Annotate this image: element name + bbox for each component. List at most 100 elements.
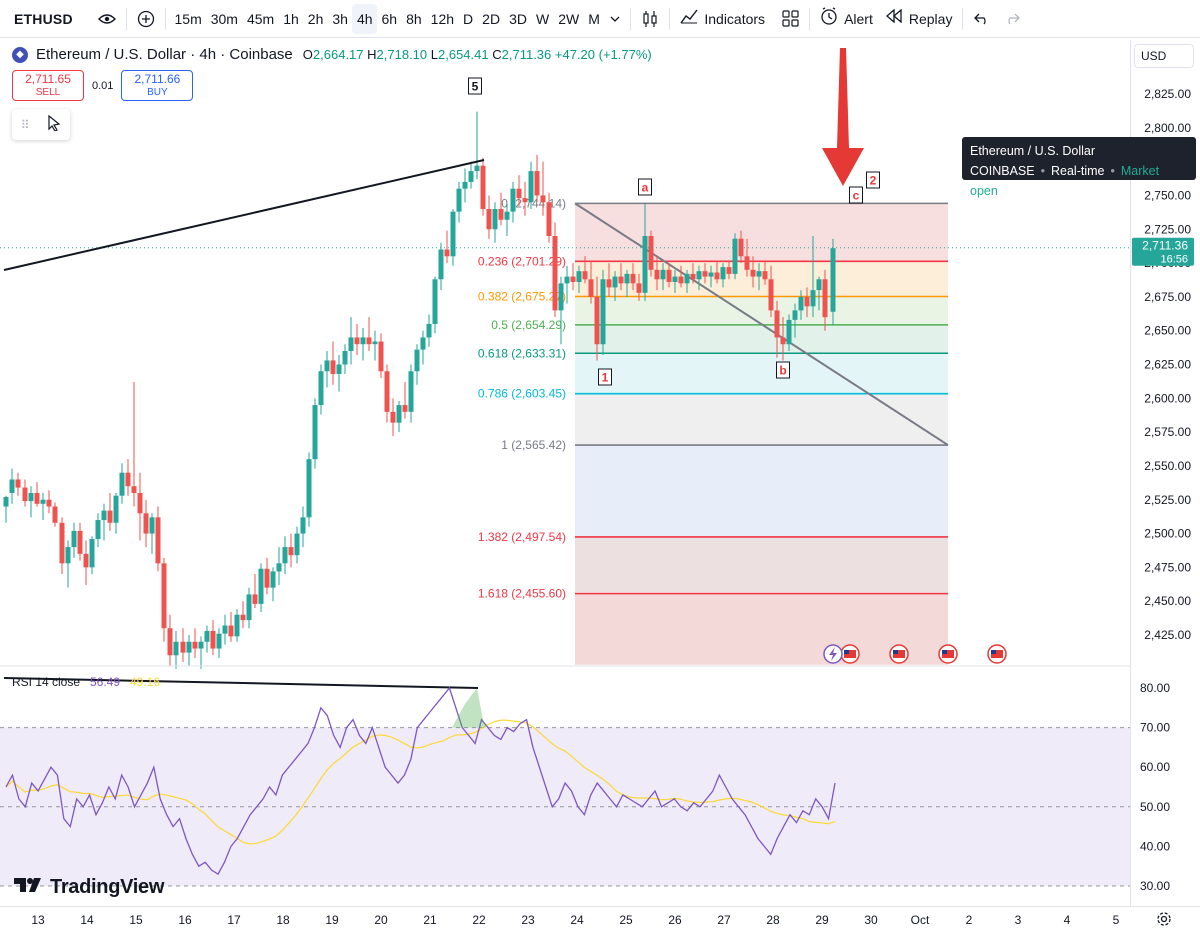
symbol-search-button[interactable]: ETHUSD [4,4,122,34]
interval-4h[interactable]: 4h [352,3,378,34]
candle [540,161,546,216]
replay-button[interactable]: Replay [879,4,959,34]
interval-30m[interactable]: 30m [210,10,238,27]
candle [342,344,348,374]
candle [192,628,198,658]
candle [34,482,40,507]
candle [46,490,52,514]
interval-3h[interactable]: 3h [332,10,348,27]
economic-event-flag-icon[interactable] [987,644,1007,664]
economic-event-flag-icon[interactable] [938,644,958,664]
interval-12h[interactable]: 12h [430,10,455,27]
rsi-ma-line [5,719,836,845]
drawings[interactable]: 5 a 2c 1 b [3,48,1007,689]
candle [360,327,366,361]
tradingview-watermark[interactable]: TradingView [14,876,164,899]
candle [774,300,780,358]
candle [258,563,264,613]
candle [600,269,606,356]
alert-button[interactable]: Alert [814,4,879,34]
toolbar-divider [126,7,127,30]
candle [636,273,642,301]
event-lightning-icon[interactable] [823,644,843,664]
undo-icon[interactable] [967,4,997,34]
time-axis-label: 3 [1015,913,1022,927]
toolbar-divider [165,7,166,30]
candle [696,265,702,291]
alert-label: Alert [844,10,873,27]
wave-label[interactable]: 2 [866,171,880,189]
indicators-button[interactable]: Indicators [674,4,771,34]
time-axis-label: 2 [966,913,973,927]
candle [155,506,161,572]
price-axis[interactable] [1130,40,1200,906]
candle [264,557,270,595]
price-axis-label: 2,800.00 [1144,121,1191,135]
sell-button[interactable]: 2,711.65 SELL [12,70,84,101]
rsi-trend-line[interactable] [3,677,479,689]
trend-line[interactable] [3,159,485,271]
rsi-legend[interactable]: RSI 14 close 56.49 49.16 [12,675,160,689]
wave-label[interactable]: 1 [598,368,612,386]
candle [768,265,774,318]
interval-15m[interactable]: 15m [174,10,202,27]
economic-event-flag-icon[interactable] [840,644,860,664]
down-arrow-icon[interactable] [822,48,864,186]
time-axis-label: 28 [766,913,780,927]
buy-label: BUY [147,86,168,98]
low-value: 2,654.41 [438,47,489,62]
legend-title[interactable]: Ethereum / U.S. Dollar · 4h · Coinbase [36,46,293,63]
redo-icon[interactable] [997,4,1027,34]
interval-1h[interactable]: 1h [283,10,299,27]
symbol-info-tooltip: Ethereum / U.S. Dollar COINBASE • Real-tim… [962,137,1196,198]
add-symbol-icon[interactable] [131,4,161,34]
candle [59,517,65,575]
time-axis[interactable] [0,906,1200,933]
interval-w[interactable]: W [535,10,550,27]
wave-label[interactable]: c [849,186,863,204]
buy-button[interactable]: 2,711.66 BUY [121,70,194,101]
interval-3d[interactable]: 3D [509,10,527,27]
interval-45m[interactable]: 45m [246,10,275,27]
compare-eye-icon[interactable] [96,8,118,30]
wave-label[interactable]: 5 [468,77,482,95]
candle [576,265,582,293]
time-axis-labels: 13 14 15 16 17 18 19 20 21 22 23 24 25 26 27 28 29 30 Oct 2… [31,913,1119,927]
economic-event-flag-icon[interactable] [889,644,909,664]
cursor-tool-widget[interactable]: ⠿ [12,109,70,140]
fib-retracement[interactable]: 0 (2,744.14)0.236 (2,701.29)0.382 (2,675… [478,196,949,665]
svg-text:c: c [853,189,860,203]
candle [101,503,107,541]
interval-2h[interactable]: 2h [307,10,324,27]
time-axis-label: 27 [717,913,731,927]
bar-countdown: 16:56 [1160,254,1188,266]
interval-2w[interactable]: 2W [558,10,580,27]
fib-zone [575,353,948,394]
candle [516,175,522,207]
candle [642,203,648,301]
cursor-arrow-icon[interactable] [47,114,61,135]
axis-labels: 2,825.002,800.002,775.002,750.002,725.00… [1132,87,1194,893]
interval-8h[interactable]: 8h [406,10,422,27]
candle [486,195,492,239]
currency-selector[interactable]: USD [1134,44,1194,68]
candlestick-type-icon[interactable] [635,4,665,34]
wave-label[interactable]: a [638,178,652,196]
drag-handle-icon[interactable]: ⠿ [20,117,30,132]
candle [222,614,228,645]
sell-price: 2,711.65 [25,71,71,86]
candle [113,492,119,534]
interval-d[interactable]: D [463,10,474,27]
interval-m[interactable]: M [588,10,600,27]
interval-2d[interactable]: 2D [482,10,501,27]
candle [582,256,588,284]
settings-gear-icon[interactable] [1154,909,1174,929]
price-chart[interactable]: 0 (2,744.14)0.236 (2,701.29)0.382 (2,675… [0,40,1130,906]
candle [606,263,612,297]
layouts-grid-icon[interactable] [775,4,805,34]
fib-trend-line[interactable] [574,202,949,446]
chevron-down-icon[interactable] [604,4,626,34]
wave-label[interactable]: b [776,361,790,379]
candle [678,265,684,288]
interval-6h[interactable]: 6h [381,10,398,27]
